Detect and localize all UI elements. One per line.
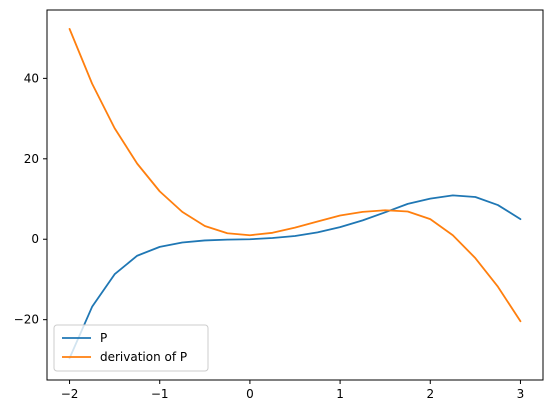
y-tick-label: 0: [31, 232, 39, 246]
y-tick-label: 40: [24, 71, 39, 85]
plot-frame: [46, 9, 544, 381]
x-tick-label: 2: [426, 387, 434, 401]
legend: P derivation of P: [53, 324, 209, 372]
legend-label-p: P: [100, 331, 107, 345]
axis-ticks: −2 −1 0 1 2 3 −20 0 20 40: [14, 71, 525, 401]
x-tick-label: 0: [246, 387, 254, 401]
series-line-1: [68, 27, 522, 323]
x-tick-label: 1: [336, 387, 344, 401]
legend-box: [53, 324, 209, 372]
x-tick-label: −2: [61, 387, 79, 401]
y-tick-label: 20: [24, 152, 39, 166]
lines-layer: [68, 27, 522, 360]
x-tick-label: −1: [151, 387, 169, 401]
legend-label-derivation: derivation of P: [100, 350, 187, 364]
x-tick-label: 3: [517, 387, 525, 401]
y-tick-label: −20: [14, 313, 39, 327]
series-line-0: [68, 194, 522, 360]
